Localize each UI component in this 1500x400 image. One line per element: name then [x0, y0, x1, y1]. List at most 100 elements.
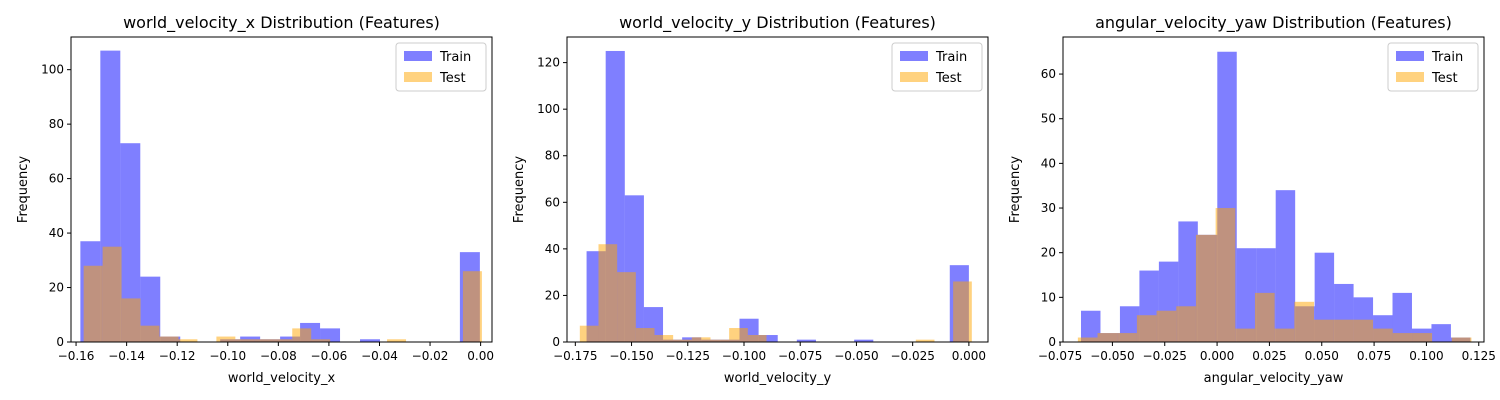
- histogram-bar-test-3: [1136, 315, 1157, 342]
- x-tick-label: −0.175: [553, 349, 597, 363]
- histogram-bar-train-10: [280, 336, 301, 342]
- x-axis-label: angular_velocity_yaw: [1204, 371, 1344, 386]
- histogram-bar-test-5: [178, 339, 198, 342]
- histogram-bar-test-3: [140, 325, 160, 342]
- histogram-bar-test-10: [273, 339, 293, 342]
- x-tick-label: −0.100: [722, 349, 766, 363]
- histogram-bar-test-20: [953, 281, 972, 342]
- histogram-bar-test-5: [1176, 306, 1196, 342]
- x-tick-label: −0.025: [1143, 349, 1187, 363]
- histogram-bar-test-20: [462, 271, 482, 342]
- x-tick-label: 0.050: [1305, 349, 1339, 363]
- histogram-bar-train-10: [1275, 190, 1296, 342]
- y-tick-label: 60: [49, 172, 64, 186]
- histogram-bar-test-14: [1353, 319, 1374, 342]
- histogram-bar-test-4: [1156, 310, 1177, 342]
- x-tick-label: −0.025: [890, 349, 934, 363]
- y-tick-label: 50: [1041, 112, 1056, 126]
- histogram-bar-train-18: [1431, 324, 1451, 342]
- histogram-bar-train-14: [360, 339, 380, 342]
- y-axis-label: Frequency: [16, 156, 31, 223]
- histogram-bar-test-0: [83, 265, 103, 342]
- histogram-bar-train-5: [682, 337, 702, 342]
- series-train: [1081, 51, 1471, 343]
- y-tick-label: 80: [49, 117, 64, 131]
- histogram-bar-test-2: [617, 272, 636, 342]
- y-tick-label: 30: [1041, 201, 1056, 215]
- x-tick-label: 0.000: [1200, 349, 1234, 363]
- chart-title: world_velocity_x Distribution (Features): [123, 13, 440, 33]
- x-tick-label: −0.14: [108, 349, 145, 363]
- legend: Train Test: [395, 42, 487, 92]
- chart-panel-2: −0.175 −0.150 −0.125 −0.100 −0.075 −0.050 −0.0…: [512, 13, 989, 386]
- plot-frame: [566, 36, 989, 343]
- histogram-bar-test-15: [1373, 328, 1393, 342]
- x-tick-label: 0.100: [1409, 349, 1443, 363]
- legend-swatch-test: [900, 72, 928, 82]
- histogram-bar-test-9: [747, 335, 767, 342]
- histogram-bar-train-0: [1081, 310, 1101, 342]
- chart-title: world_velocity_y Distribution (Features): [619, 13, 936, 33]
- histogram-bar-test-18: [915, 339, 935, 342]
- histogram-bar-train-11: [796, 339, 816, 342]
- histogram-bar-test-12: [311, 339, 331, 342]
- series-test: [83, 246, 482, 342]
- histogram-bar-test-0: [1077, 337, 1098, 342]
- x-tick-label: 0.00: [467, 349, 494, 363]
- x-tick-label: 0.000: [952, 349, 986, 363]
- legend-swatch-test: [1396, 72, 1424, 82]
- x-tick-label: −0.075: [1038, 349, 1082, 363]
- histogram-bar-test-2: [121, 298, 141, 342]
- legend-swatch-train: [1396, 51, 1424, 61]
- histogram-bar-train-8: [1236, 248, 1257, 342]
- histogram-bar-test-0: [579, 325, 599, 342]
- plot-frame: [1062, 36, 1485, 343]
- histogram-bar-test-5: [673, 339, 692, 342]
- series-train: [80, 50, 480, 343]
- x-tick-label: −0.06: [311, 349, 348, 363]
- x-tick-label: 0.025: [1252, 349, 1286, 363]
- histogram-bar-test-8: [235, 339, 255, 342]
- y-tick-label: 40: [49, 226, 64, 240]
- histogram-bar-test-16: [1392, 333, 1413, 342]
- histogram-bar-test-9: [254, 339, 274, 342]
- y-tick-label: 120: [537, 56, 560, 70]
- y-axis-label: Frequency: [1008, 156, 1023, 223]
- x-axis-label: world_velocity_y: [724, 371, 832, 386]
- x-tick-label: −0.075: [778, 349, 822, 363]
- series-test: [1077, 208, 1472, 342]
- y-tick-label: 0: [56, 335, 64, 349]
- histogram-bar-test-1: [1097, 333, 1118, 342]
- x-tick-label: −0.10: [209, 349, 246, 363]
- legend-label-train: Train: [935, 50, 967, 65]
- histogram-bar-test-7: [216, 336, 236, 342]
- x-axis-label: world_velocity_x: [228, 371, 336, 386]
- chart-title: angular_velocity_yaw Distribution (Featu…: [1095, 13, 1452, 33]
- histogram-bar-test-8: [1235, 328, 1255, 342]
- y-tick-label: 40: [1041, 156, 1056, 170]
- histogram-bar-train-12: [320, 328, 341, 342]
- y-tick-label: 80: [545, 149, 560, 163]
- histogram-bar-test-9: [1254, 292, 1275, 342]
- histogram-bar-train-16: [1392, 292, 1412, 342]
- legend-label-test: Test: [935, 71, 962, 86]
- y-tick-label: 40: [545, 242, 560, 256]
- y-tick-label: 20: [545, 288, 560, 302]
- x-tick-label: −0.150: [609, 349, 653, 363]
- histogram-bar-test-12: [1314, 319, 1334, 342]
- x-tick-label: −0.16: [58, 349, 95, 363]
- histogram-bar-test-17: [1412, 333, 1433, 342]
- y-tick-label: 0: [1048, 335, 1056, 349]
- legend-swatch-test: [404, 72, 432, 82]
- x-tick-label: −0.125: [666, 349, 710, 363]
- x-tick-label: −0.08: [260, 349, 297, 363]
- legend-label-test: Test: [1431, 71, 1458, 86]
- legend-label-train: Train: [1431, 50, 1463, 65]
- y-tick-label: 10: [1041, 290, 1056, 304]
- histogram-bar-test-1: [102, 246, 122, 342]
- x-tick-label: −0.04: [361, 349, 398, 363]
- histogram-bar-test-10: [1274, 328, 1295, 342]
- histogram-bar-test-7: [710, 339, 730, 342]
- histogram-bar-test-2: [1117, 333, 1137, 342]
- y-tick-label: 60: [545, 195, 560, 209]
